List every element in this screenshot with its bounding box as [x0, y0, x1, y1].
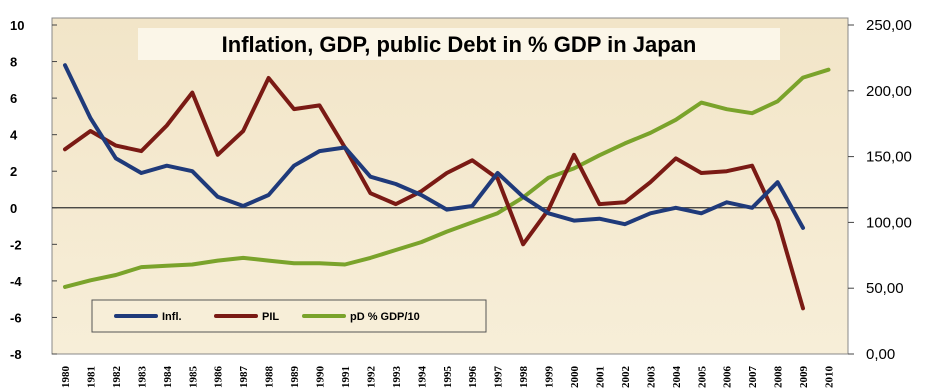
x-tick-label: 2010	[824, 366, 836, 389]
legend-label: Infl.	[162, 311, 182, 323]
left-tick-label: 10	[10, 18, 24, 33]
series-line-pd-gdp-10	[63, 67, 831, 289]
series-line-infl	[63, 63, 805, 230]
series-line-pil	[63, 76, 805, 311]
x-tick-label: 1985	[187, 366, 199, 389]
x-tick-label: 1994	[416, 366, 428, 389]
right-tick-label: 0,00	[866, 346, 895, 363]
x-tick-label: 2006	[722, 366, 734, 389]
legend-box	[91, 299, 487, 333]
x-tick-label: 2003	[645, 366, 657, 389]
chart-title-box: Inflation, GDP, public Debt in % GDP in …	[138, 28, 780, 60]
x-tick-label: 2007	[747, 366, 759, 389]
x-tick-label: 2005	[696, 366, 708, 389]
left-tick-label: 0	[10, 201, 17, 216]
right-tick-label: 150,00	[866, 149, 912, 166]
x-tick-label: 1992	[365, 366, 377, 389]
right-axis: 250,00 200,00 150,00 100,00 50,00 0,00	[848, 17, 912, 363]
x-tick-label: 1995	[442, 366, 454, 389]
left-tick-label: 4	[10, 128, 18, 143]
plot-background	[51, 17, 849, 355]
left-tick-label: 2	[10, 164, 17, 179]
left-tick-label: -4	[10, 274, 22, 289]
left-tick-label: -8	[10, 347, 22, 362]
series-layer	[63, 63, 831, 311]
x-tick-label: 1991	[340, 366, 352, 388]
left-tick-label: 8	[10, 55, 17, 70]
right-tick-label: 200,00	[866, 83, 912, 100]
right-tick-label: 250,00	[866, 17, 912, 34]
left-tick-label: -2	[10, 237, 22, 252]
legend: Infl. PIL pD % GDP/10	[91, 299, 487, 333]
left-tick-label: 6	[10, 91, 17, 106]
right-tick-label: 50,00	[866, 280, 904, 297]
x-tick-label: 2002	[620, 366, 632, 389]
x-tick-label: 2000	[569, 366, 581, 389]
x-tick-label: 1993	[391, 366, 403, 389]
title-background	[138, 28, 780, 60]
x-tick-label: 1980	[60, 366, 72, 389]
x-tick-label: 2001	[594, 366, 606, 388]
x-tick-label: 2004	[671, 366, 683, 389]
legend-label: PIL	[262, 311, 279, 323]
x-tick-label: 1997	[493, 365, 505, 388]
x-tick-label: 1981	[85, 366, 97, 388]
x-axis: 1980 1981 1982 1983 1984 1985 1986 1987 1988 1989…	[60, 365, 836, 388]
x-tick-label: 1982	[111, 366, 123, 389]
legend-label: pD % GDP/10	[350, 311, 420, 323]
x-tick-label: 1984	[162, 366, 174, 389]
x-tick-label: 1996	[467, 366, 479, 389]
x-tick-label: 1987	[238, 366, 250, 389]
x-tick-label: 1986	[213, 366, 225, 389]
right-tick-label: 100,00	[866, 214, 912, 231]
x-tick-label: 1999	[544, 366, 556, 389]
x-tick-label: 1990	[315, 366, 327, 389]
chart-title: Inflation, GDP, public Debt in % GDP in …	[222, 32, 697, 57]
x-tick-label: 1983	[136, 366, 148, 389]
x-tick-label: 1988	[264, 366, 276, 389]
left-axis: 10 8 6 4 2 0 -2 -4 -6 -8	[10, 18, 57, 362]
x-tick-label: 2008	[773, 366, 785, 389]
x-tick-label: 2009	[798, 366, 810, 389]
x-tick-label: 1989	[289, 366, 301, 389]
left-tick-label: -6	[10, 310, 22, 325]
x-tick-label: 1998	[518, 366, 530, 389]
